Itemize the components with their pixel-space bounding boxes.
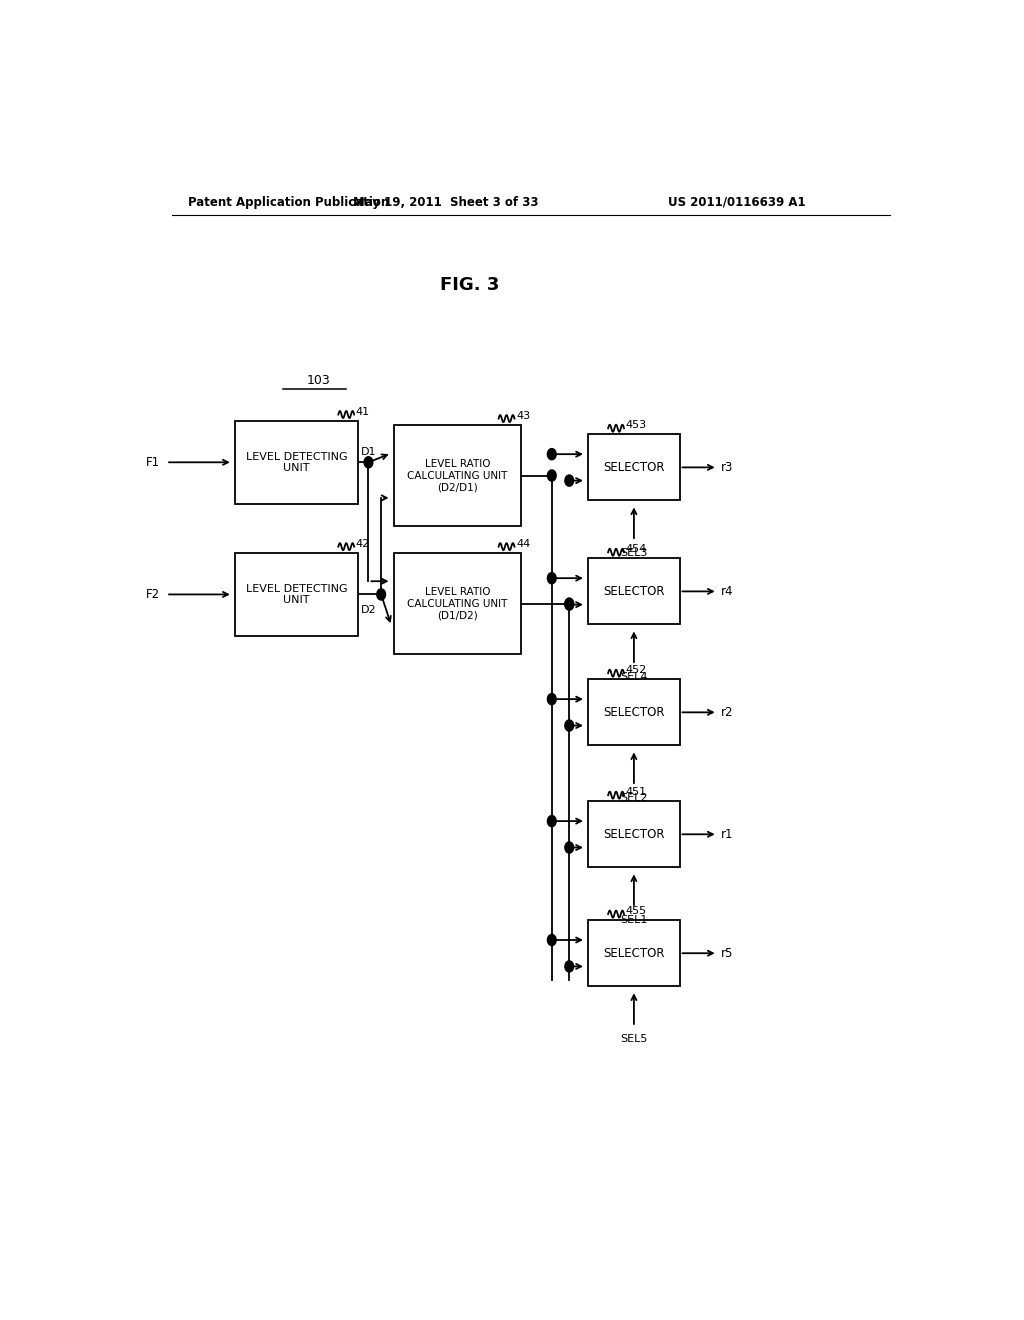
- Text: 103: 103: [306, 374, 331, 387]
- Bar: [588, 801, 680, 867]
- Text: r1: r1: [721, 828, 733, 841]
- Text: r3: r3: [721, 461, 733, 474]
- Bar: [394, 425, 521, 527]
- Circle shape: [548, 935, 556, 945]
- Text: SEL2: SEL2: [621, 793, 647, 803]
- Circle shape: [565, 842, 573, 853]
- Circle shape: [565, 961, 573, 972]
- Text: LEVEL DETECTING
UNIT: LEVEL DETECTING UNIT: [246, 583, 347, 606]
- Text: Patent Application Publication: Patent Application Publication: [187, 195, 389, 209]
- Text: SELECTOR: SELECTOR: [603, 585, 665, 598]
- Text: SEL1: SEL1: [621, 915, 647, 925]
- Circle shape: [548, 573, 556, 583]
- Text: 453: 453: [626, 420, 647, 430]
- Circle shape: [377, 589, 385, 601]
- Circle shape: [365, 457, 373, 467]
- Text: 42: 42: [355, 539, 370, 549]
- Text: D2: D2: [360, 605, 376, 615]
- Text: 455: 455: [626, 906, 647, 916]
- Text: SELECTOR: SELECTOR: [603, 828, 665, 841]
- Text: LEVEL RATIO
CALCULATING UNIT
(D2/D1): LEVEL RATIO CALCULATING UNIT (D2/D1): [408, 459, 508, 492]
- Bar: [588, 558, 680, 624]
- Text: 452: 452: [626, 665, 647, 676]
- Bar: [588, 920, 680, 986]
- Circle shape: [548, 693, 556, 705]
- Text: SELECTOR: SELECTOR: [603, 946, 665, 960]
- Text: F1: F1: [145, 455, 160, 469]
- Text: SEL5: SEL5: [621, 1034, 647, 1044]
- Text: 43: 43: [516, 411, 530, 421]
- Bar: [588, 680, 680, 746]
- Circle shape: [548, 449, 556, 459]
- Text: LEVEL DETECTING
UNIT: LEVEL DETECTING UNIT: [246, 451, 347, 473]
- Text: D1: D1: [360, 447, 376, 457]
- Text: 41: 41: [355, 407, 370, 417]
- Text: SEL4: SEL4: [621, 672, 647, 682]
- Text: US 2011/0116639 A1: US 2011/0116639 A1: [668, 195, 805, 209]
- Bar: [394, 553, 521, 655]
- Circle shape: [565, 599, 573, 610]
- Circle shape: [565, 719, 573, 731]
- Text: r2: r2: [721, 706, 733, 719]
- Text: r4: r4: [721, 585, 733, 598]
- Text: 44: 44: [516, 539, 530, 549]
- Text: F2: F2: [145, 587, 160, 601]
- Circle shape: [565, 598, 573, 609]
- Text: May 19, 2011  Sheet 3 of 33: May 19, 2011 Sheet 3 of 33: [352, 195, 539, 209]
- Text: 451: 451: [626, 787, 647, 797]
- Text: LEVEL RATIO
CALCULATING UNIT
(D1/D2): LEVEL RATIO CALCULATING UNIT (D1/D2): [408, 587, 508, 620]
- Text: SELECTOR: SELECTOR: [603, 706, 665, 719]
- Text: SEL3: SEL3: [621, 548, 647, 558]
- Text: 454: 454: [626, 544, 647, 554]
- Text: FIG. 3: FIG. 3: [439, 276, 499, 294]
- Circle shape: [565, 475, 573, 486]
- Bar: [236, 421, 358, 504]
- Circle shape: [548, 816, 556, 826]
- Bar: [588, 434, 680, 500]
- Circle shape: [548, 470, 556, 480]
- Text: SELECTOR: SELECTOR: [603, 461, 665, 474]
- Text: r5: r5: [721, 946, 733, 960]
- Bar: [236, 553, 358, 636]
